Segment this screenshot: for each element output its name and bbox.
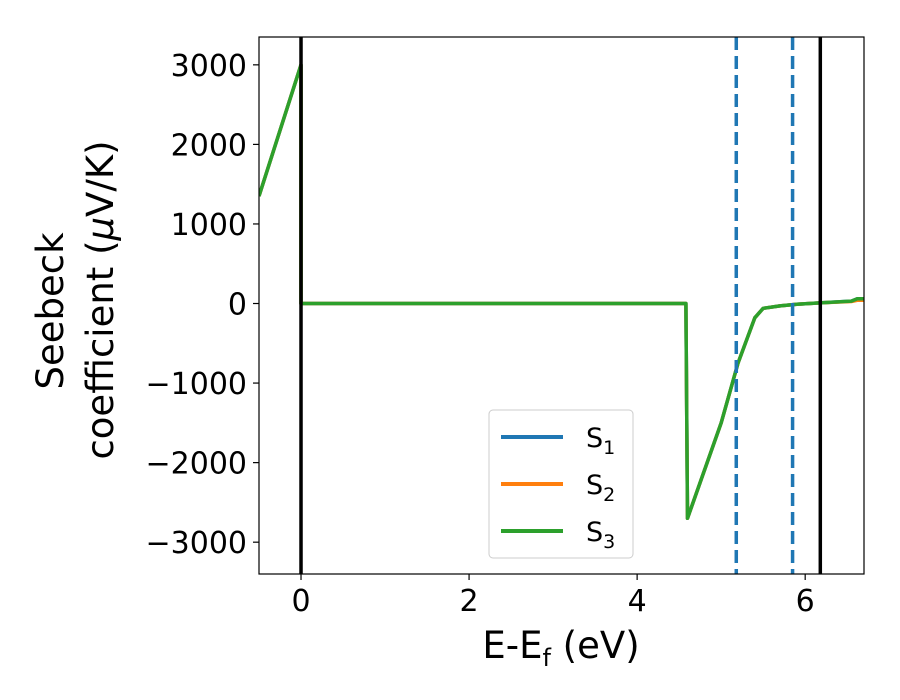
plot-area-lines xyxy=(259,37,864,574)
x-axis-ticks: 0 2 4 6 xyxy=(291,574,815,619)
y-axis-label-line1: Seebeck xyxy=(29,232,72,390)
y-tick-label: 1000 xyxy=(171,208,247,243)
legend-label-s2: S2 xyxy=(586,470,615,506)
y-tick-label: 3000 xyxy=(171,49,247,84)
y-tick-label: 0 xyxy=(228,288,247,323)
y-tick-label: −1000 xyxy=(146,367,247,402)
x-tick-label: 6 xyxy=(796,584,815,619)
x-tick-label: 0 xyxy=(291,584,310,619)
legend-label-s3: S3 xyxy=(586,517,615,553)
plot-frame xyxy=(258,36,865,575)
x-tick-label: 2 xyxy=(460,584,479,619)
legend-label-s1: S1 xyxy=(586,423,615,459)
x-tick-label: 4 xyxy=(628,584,647,619)
x-axis-label: E-Ef (eV) xyxy=(482,624,639,672)
y-tick-label: 2000 xyxy=(171,128,247,163)
y-tick-label: −3000 xyxy=(146,526,247,561)
series-line-s3 xyxy=(259,63,864,521)
legend: S1 S2 S3 xyxy=(488,409,634,559)
y-axis-label-line2: coefficient (μV/K) xyxy=(79,140,122,459)
y-axis-label: Seebeck coefficient (μV/K) xyxy=(29,140,122,459)
y-tick-label: −2000 xyxy=(146,447,247,482)
y-axis-ticks: 3000 2000 1000 0 −1000 −2000 −3000 xyxy=(146,49,259,561)
